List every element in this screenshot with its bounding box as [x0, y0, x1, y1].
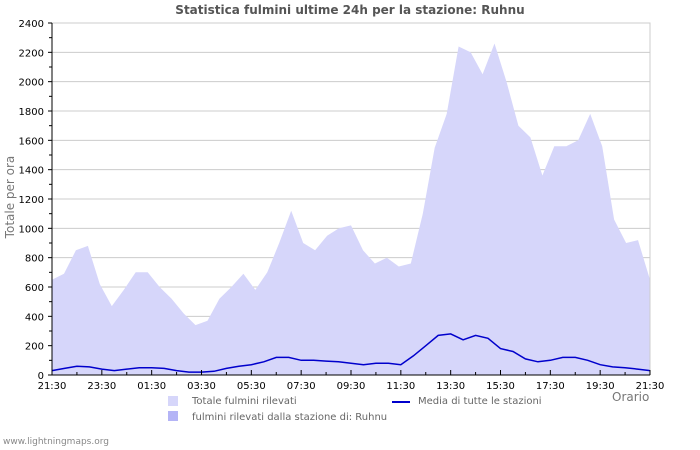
svg-text:01:30: 01:30: [137, 381, 166, 392]
svg-text:23:30: 23:30: [87, 381, 116, 392]
chart-title: Statistica fulmini ultime 24h per la sta…: [175, 3, 525, 17]
svg-text:1600: 1600: [19, 136, 44, 147]
total-area: [52, 43, 650, 375]
svg-text:21:30: 21:30: [636, 381, 665, 392]
footer-link[interactable]: www.lightningmaps.org: [3, 437, 109, 447]
legend-swatch-station: [168, 411, 178, 421]
svg-text:2000: 2000: [19, 78, 44, 89]
x-ticks: 21:30 23:30 01:30 03:30 05:30 07:30 09:30 11:30…: [38, 370, 665, 392]
legend-station: fulmini rilevati dalla stazione di: Ruhn…: [192, 412, 388, 423]
svg-text:1400: 1400: [19, 166, 44, 177]
svg-text:17:30: 17:30: [536, 381, 565, 392]
legend-total: Totale fulmini rilevati: [192, 396, 297, 407]
svg-text:19:30: 19:30: [586, 381, 615, 392]
svg-text:1200: 1200: [19, 195, 44, 206]
svg-text:15:30: 15:30: [486, 381, 515, 392]
svg-text:2200: 2200: [19, 48, 44, 59]
svg-text:09:30: 09:30: [337, 381, 366, 392]
svg-text:21:30: 21:30: [38, 381, 67, 392]
svg-text:1800: 1800: [19, 107, 44, 118]
legend-swatch-average: [392, 401, 410, 403]
svg-text:07:30: 07:30: [287, 381, 316, 392]
svg-text:1000: 1000: [19, 224, 44, 235]
svg-text:03:30: 03:30: [187, 381, 216, 392]
svg-text:11:30: 11:30: [386, 381, 415, 392]
legend-average: Media di tutte le stazioni: [418, 396, 542, 407]
average-line: [51, 333, 651, 373]
svg-text:400: 400: [25, 312, 44, 323]
svg-text:05:30: 05:30: [237, 381, 266, 392]
svg-text:0: 0: [38, 371, 44, 382]
y-ticks: 0 200 400 600 800 1000 1200 1400 1600 1800 2000 220…: [19, 19, 52, 382]
svg-text:2400: 2400: [19, 19, 44, 30]
svg-text:600: 600: [25, 283, 44, 294]
svg-text:800: 800: [25, 254, 44, 265]
svg-text:13:30: 13:30: [436, 381, 465, 392]
x-axis-label: Orario: [612, 390, 650, 404]
svg-text:200: 200: [25, 342, 44, 353]
legend-swatch-total: [168, 396, 178, 406]
